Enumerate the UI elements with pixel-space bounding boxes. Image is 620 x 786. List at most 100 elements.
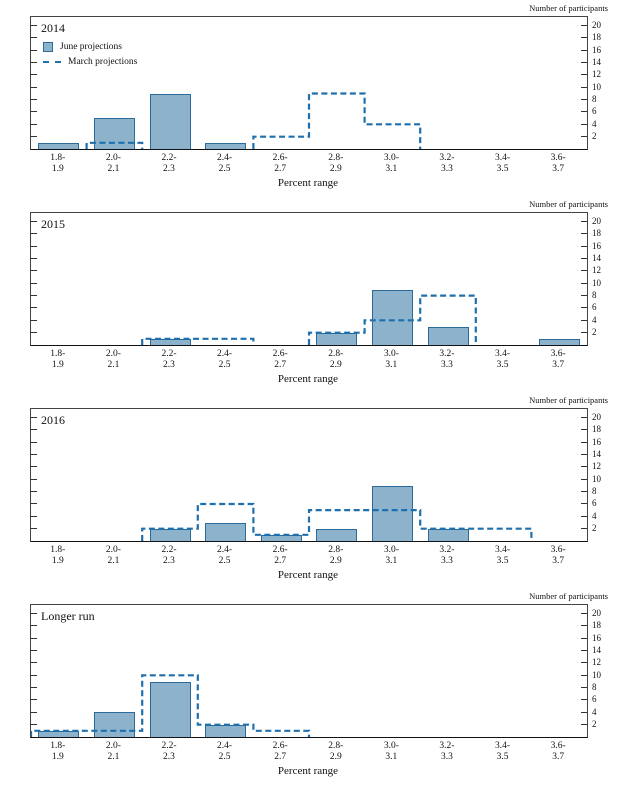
y-tick-right xyxy=(581,478,587,480)
x-category-label-top: 2.8- xyxy=(328,349,344,359)
y-tick-right xyxy=(581,136,587,138)
x-category-label-bottom: 2.9 xyxy=(329,555,342,566)
y-tick-label: 8 xyxy=(592,682,597,693)
y-tick-label: 18 xyxy=(592,228,601,239)
x-category-label-bottom: 3.3 xyxy=(441,751,453,762)
x-category-label-bottom: 2.5 xyxy=(218,163,231,174)
x-category-label-bottom: 3.5 xyxy=(496,555,509,566)
y-tick-right xyxy=(581,74,587,76)
y-tick-label: 12 xyxy=(592,657,601,668)
x-category-label-top: 2.0- xyxy=(105,741,121,751)
x-category-label: 3.6- 3.7 xyxy=(530,741,586,762)
x-category-label-bottom: 3.3 xyxy=(441,359,453,370)
x-category-label-bottom: 3.1 xyxy=(385,163,398,174)
x-category-label-top: 2.4- xyxy=(217,741,233,751)
y-tick-left xyxy=(31,86,37,88)
y-tick-label: 18 xyxy=(592,424,601,435)
bar-june-3-0-3-1 xyxy=(371,289,413,345)
x-category-label-top: 2.0- xyxy=(105,545,121,555)
x-category-label: 3.4- 3.5 xyxy=(475,153,531,174)
y-tick-left xyxy=(31,429,37,431)
x-category-label: 2.8- 2.9 xyxy=(308,741,364,762)
x-axis-title: Percent range xyxy=(277,569,339,581)
bar-june-2-2-2-3 xyxy=(149,528,191,541)
x-category-label-bottom: 3.7 xyxy=(552,359,565,370)
x-category-label: 3.0- 3.1 xyxy=(364,153,420,174)
y-tick-label: 4 xyxy=(592,510,597,521)
x-category-label-top: 3.4- xyxy=(495,153,511,163)
y-tick-label: 12 xyxy=(592,69,601,80)
y-tick-label: 6 xyxy=(592,302,597,313)
x-category-label: 2.6- 2.7 xyxy=(252,545,308,566)
x-category-labels: 1.8- 1.9 2.0- 2.1 2.2- 2.3 2.4- 2.5 2.6- 2.7 2.8- 2… xyxy=(30,349,586,370)
x-category-label: 2.8- 2.9 xyxy=(308,545,364,566)
y-tick-left xyxy=(31,123,37,125)
x-category-label-bottom: 3.3 xyxy=(441,163,453,174)
x-category-label-bottom: 1.9 xyxy=(51,359,64,370)
y-tick-right xyxy=(581,613,587,615)
y-tick-left xyxy=(31,515,37,517)
y-tick-right xyxy=(581,221,587,223)
x-category-label-top: 1.8- xyxy=(50,349,66,359)
x-axis-title: Percent range xyxy=(277,765,339,777)
y-axis-title: Number of participants xyxy=(529,395,608,405)
x-category-label: 2.6- 2.7 xyxy=(252,349,308,370)
x-category-label: 2.0- 2.1 xyxy=(86,349,142,370)
x-category-label-bottom: 2.7 xyxy=(274,163,287,174)
y-tick-right xyxy=(581,99,587,101)
y-tick-right xyxy=(581,86,587,88)
y-tick-label: 16 xyxy=(592,632,601,643)
y-tick-left xyxy=(31,258,37,260)
x-category-label-bottom: 2.3 xyxy=(163,555,175,566)
y-tick-left xyxy=(31,233,37,235)
x-category-label-bottom: 3.7 xyxy=(552,163,565,174)
y-tick-label: 4 xyxy=(592,706,597,717)
x-category-label: 2.2- 2.3 xyxy=(141,349,197,370)
march-dashed-step-line xyxy=(141,502,533,541)
x-category-label-top: 3.6- xyxy=(550,153,566,163)
y-tick-label: 12 xyxy=(592,461,601,472)
y-tick-left xyxy=(31,650,37,652)
x-category-label-bottom: 3.7 xyxy=(552,555,565,566)
x-category-label: 2.8- 2.9 xyxy=(308,153,364,174)
x-category-label-bottom: 2.1 xyxy=(107,555,120,566)
x-category-label: 3.2- 3.3 xyxy=(419,545,475,566)
y-tick-right xyxy=(581,332,587,334)
panel-2015: Number of participants 2 4 6 8 10 12 14 16 18 20 20… xyxy=(0,196,620,392)
y-tick-left xyxy=(31,466,37,468)
x-category-label-top: 3.2- xyxy=(439,153,455,163)
x-category-label-bottom: 3.7 xyxy=(552,751,565,762)
bar-june-2-4-2-5 xyxy=(205,522,247,541)
panel-title: 2014 xyxy=(41,21,65,35)
bar-june-2-0-2-1 xyxy=(93,712,135,737)
x-category-label-top: 3.0- xyxy=(383,545,399,555)
x-category-label-top: 2.6- xyxy=(272,741,288,751)
x-category-label-bottom: 2.9 xyxy=(329,751,342,762)
y-tick-label: 2 xyxy=(592,131,597,142)
x-category-label: 3.0- 3.1 xyxy=(364,545,420,566)
x-category-label: 2.4- 2.5 xyxy=(197,741,253,762)
x-category-label-top: 2.0- xyxy=(105,349,121,359)
y-tick-label: 4 xyxy=(592,314,597,325)
x-category-label-top: 2.2- xyxy=(161,349,177,359)
x-category-label: 3.0- 3.1 xyxy=(364,741,420,762)
x-category-label: 2.6- 2.7 xyxy=(252,741,308,762)
plot-area: 2 4 6 8 10 12 14 16 18 20 2015 xyxy=(30,212,601,346)
bar-june-1-8-1-9 xyxy=(38,142,80,149)
y-tick-right xyxy=(581,37,587,39)
march-dashed-step-line xyxy=(141,294,477,345)
y-tick-right xyxy=(581,625,587,627)
bar-june-2-2-2-3 xyxy=(149,93,191,149)
x-category-label-top: 3.2- xyxy=(439,349,455,359)
legend-label-march: March projections xyxy=(68,57,138,67)
y-tick-label: 10 xyxy=(592,81,601,92)
march-dash-swatch-icon xyxy=(43,61,61,63)
y-tick-right xyxy=(581,724,587,726)
y-axis-title: Number of participants xyxy=(529,199,608,209)
y-tick-left xyxy=(31,503,37,505)
y-tick-left xyxy=(31,699,37,701)
y-tick-label: 8 xyxy=(592,486,597,497)
x-category-label: 1.8- 1.9 xyxy=(30,153,86,174)
x-category-label-top: 1.8- xyxy=(50,741,66,751)
y-tick-left xyxy=(31,687,37,689)
